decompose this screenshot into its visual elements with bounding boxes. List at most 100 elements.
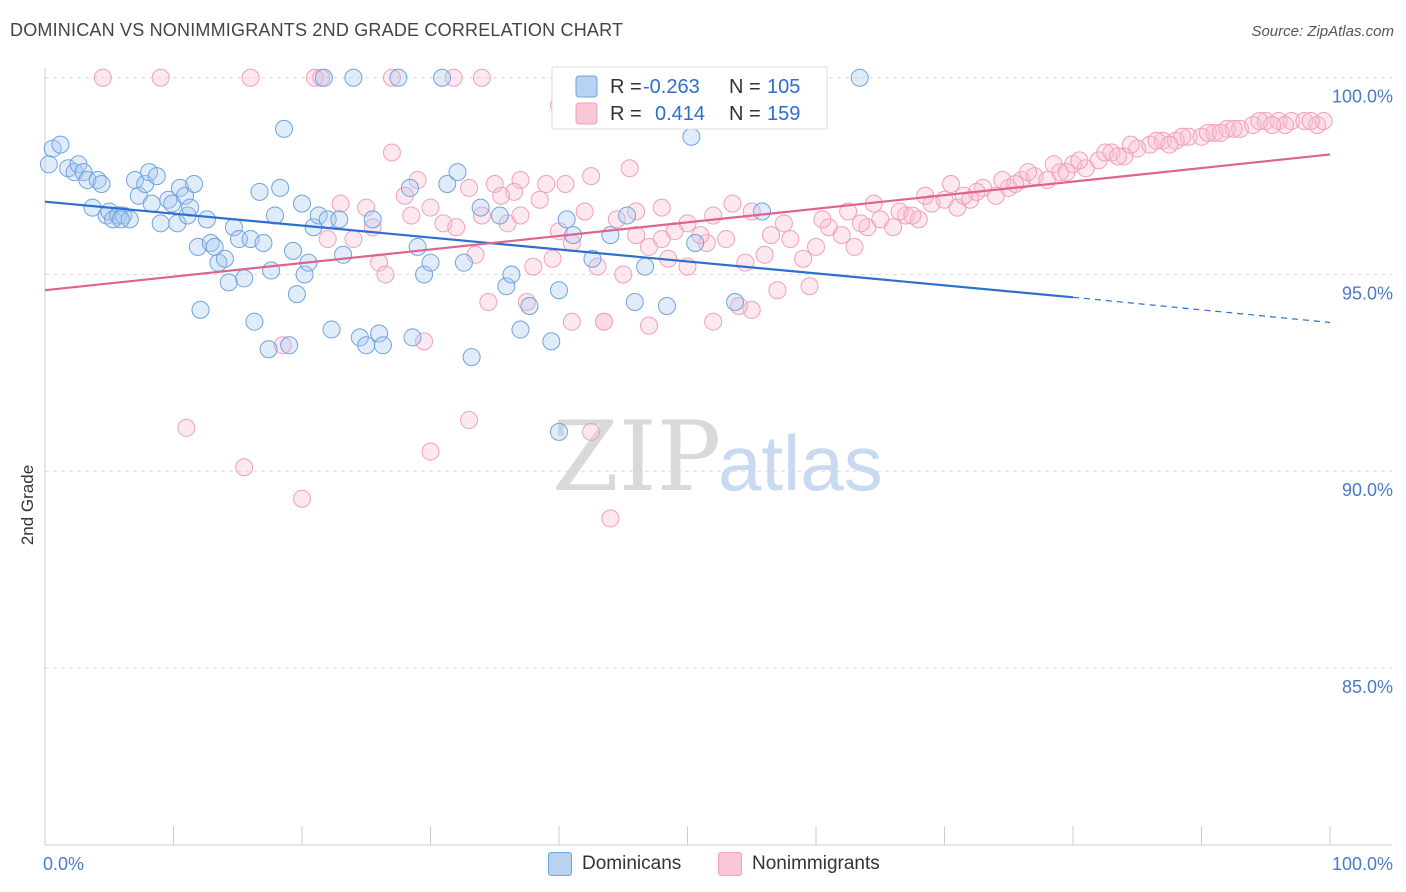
- dominicans-point-49: [271, 178, 290, 197]
- nonimmigrants-point-63: [807, 237, 825, 256]
- dominicans-point-21: [142, 194, 161, 213]
- legend-item-dominicans[interactable]: Dominicans: [548, 852, 681, 876]
- dominicans-point-38: [219, 273, 238, 292]
- nonimmigrants-point-69: [884, 218, 903, 237]
- legend-swatch-dominicans: [548, 852, 572, 876]
- dominicans-point-94: [625, 293, 644, 312]
- series-dominicans-points: [39, 68, 869, 441]
- dominicans-point-66: [357, 336, 376, 355]
- nonimmigrants-point-13: [421, 442, 440, 461]
- dominicans-point-84: [502, 265, 521, 284]
- nonimmigrants-point-135: [1198, 123, 1217, 142]
- dominicans-point-23: [151, 214, 170, 233]
- nonimmigrants-point-143: [511, 206, 530, 225]
- dominicans-point-22: [147, 167, 166, 186]
- y-tick-label-3: 85.0%: [1342, 677, 1393, 697]
- dominicans-point-64: [344, 68, 363, 87]
- nonimmigrants-point-30: [460, 178, 479, 197]
- nonimmigrants-point-151: [1108, 147, 1127, 166]
- nonimmigrants-point-19: [479, 293, 498, 312]
- nonimmigrants-point-23: [639, 316, 658, 335]
- dominicans-point-95: [636, 257, 655, 276]
- nonimmigrants-point-37: [627, 202, 646, 221]
- nonimmigrants-point-41: [331, 194, 350, 213]
- nonimmigrants-point-153: [1211, 123, 1230, 142]
- nonimmigrants-point-92: [1179, 127, 1198, 146]
- nonimmigrants-point-107: [402, 206, 421, 225]
- nonimmigrants-point-103: [1314, 112, 1333, 131]
- nonimmigrants-point-60: [755, 245, 774, 264]
- y-tick-label-2: 90.0%: [1342, 480, 1393, 500]
- nonimmigrants-point-33: [537, 174, 556, 193]
- chart-title: DOMINICAN VS NONIMMIGRANTS 2ND GRADE COR…: [10, 20, 624, 40]
- trend-lines: [44, 153, 1331, 324]
- dominicans-point-52: [284, 241, 303, 260]
- watermark-zip: ZIP: [552, 401, 721, 513]
- dominicans-point-101: [850, 68, 869, 87]
- dominicans-point-43: [245, 312, 264, 331]
- nonimmigrants-point-49: [524, 257, 543, 276]
- dominicans-point-82: [490, 206, 509, 225]
- series-nonimmigrants-points: [93, 68, 1333, 528]
- dominicans-trend-line: [44, 200, 1074, 299]
- nonimmigrants-point-61: [774, 214, 793, 233]
- dominicans-trend-line-extension: [1072, 296, 1331, 324]
- nonimmigrants-point-114: [620, 159, 639, 178]
- nonimmigrants-point-120: [813, 210, 832, 229]
- stats-legend: R = -0.263 N = 105 R = 0.414 N = 159: [551, 66, 828, 130]
- nonimmigrants-point-58: [717, 230, 736, 249]
- nonimmigrants-point-5: [382, 68, 401, 87]
- nonimmigrants-point-32: [511, 171, 530, 190]
- nonimmigrants-point-28: [382, 143, 401, 162]
- nonimmigrants-point-149: [1006, 174, 1025, 193]
- nonimmigrants-point-148: [954, 186, 973, 205]
- dominicans-point-73: [408, 237, 427, 256]
- nonimmigrants-point-26: [768, 281, 787, 300]
- dominicans-point-67: [363, 210, 382, 229]
- legend-n-label-2: N =: [729, 103, 761, 125]
- dominicans-point-80: [462, 348, 481, 367]
- legend-n-value-2: 159: [767, 103, 800, 125]
- nonimmigrants-point-106: [376, 265, 395, 284]
- nonimmigrants-point-18: [415, 332, 434, 351]
- dominicans-point-104: [111, 210, 130, 229]
- y-tick-label-0: 100.0%: [1332, 87, 1393, 107]
- nonimmigrants-point-142: [492, 186, 511, 205]
- dominicans-point-72: [403, 328, 422, 347]
- nonimmigrants-point-152: [1160, 135, 1179, 154]
- legend-label-dominicans: Dominicans: [582, 853, 682, 874]
- nonimmigrants-point-27: [800, 277, 819, 296]
- legend-item-nonimmigrants[interactable]: Nonimmigrants: [718, 852, 880, 876]
- nonimmigrants-point-59: [736, 253, 755, 272]
- nonimmigrants-point-138: [1276, 115, 1295, 134]
- dominicans-point-97: [682, 127, 701, 146]
- legend-swatch-pink: [575, 102, 598, 125]
- nonimmigrants-point-128: [1019, 163, 1038, 182]
- nonimmigrants-point-1: [151, 68, 170, 87]
- nonimmigrants-point-144: [627, 226, 646, 245]
- dominicans-point-77: [438, 174, 457, 193]
- nonimmigrants-point-146: [851, 214, 870, 233]
- legend-n-label-1: N =: [729, 76, 761, 98]
- nonimmigrants-point-140: [594, 312, 613, 331]
- legend-n-value-1: 105: [767, 76, 800, 98]
- nonimmigrants-point-111: [530, 190, 549, 209]
- y-tick-label-1: 95.0%: [1342, 283, 1393, 303]
- nonimmigrants-point-35: [575, 202, 594, 221]
- nonimmigrants-point-47: [472, 206, 491, 225]
- dominicans-point-37: [215, 249, 234, 268]
- dominicans-point-78: [448, 163, 467, 182]
- nonimmigrants-point-121: [839, 202, 858, 221]
- legend-swatch-blue: [575, 75, 598, 98]
- dominicans-point-69: [373, 336, 392, 355]
- nonimmigrants-point-6: [472, 68, 491, 87]
- dominicans-point-51: [280, 336, 299, 355]
- legend-r-label-1: R =: [610, 76, 642, 98]
- nonimmigrants-point-125: [941, 174, 960, 193]
- dominicans-point-98: [686, 233, 705, 252]
- nonimmigrants-point-145: [762, 226, 781, 245]
- dominicans-point-32: [191, 300, 210, 319]
- dominicans-point-74: [415, 265, 434, 284]
- dominicans-point-87: [542, 332, 561, 351]
- dominicans-point-76: [433, 68, 452, 87]
